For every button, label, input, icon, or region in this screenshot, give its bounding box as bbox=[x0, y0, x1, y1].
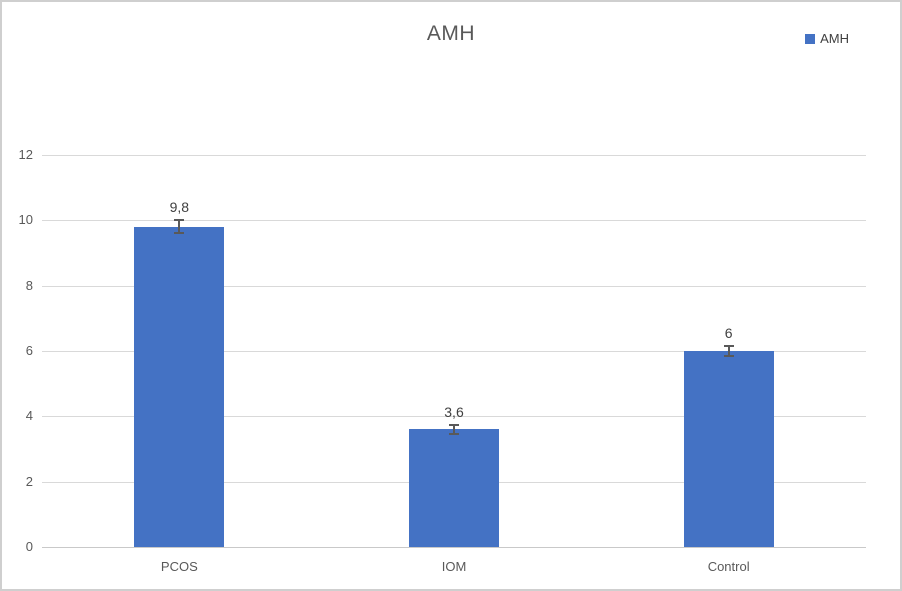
gridline bbox=[42, 155, 866, 156]
bar-value-label: 6 bbox=[724, 325, 733, 342]
y-tick-label: 12 bbox=[18, 147, 33, 162]
bar-iom[interactable] bbox=[409, 429, 499, 547]
y-tick-label: 8 bbox=[25, 277, 33, 293]
bar-control[interactable] bbox=[683, 351, 774, 547]
bar-value-label: 9,8 bbox=[169, 199, 190, 216]
y-tick-label: 10 bbox=[18, 212, 33, 228]
x-category-label: Control bbox=[707, 559, 750, 574]
error-bar-cap-top bbox=[174, 219, 185, 222]
y-tick-label: 4 bbox=[25, 408, 33, 424]
error-bar-cap-top bbox=[449, 423, 459, 426]
error-bar-stem bbox=[453, 424, 455, 435]
legend-label: AMH bbox=[820, 31, 849, 46]
chart-title: AMH bbox=[426, 22, 476, 45]
legend-swatch-icon bbox=[805, 33, 816, 44]
error-bar-cap-bottom bbox=[449, 433, 459, 436]
error-bar-cap-bottom bbox=[174, 232, 185, 235]
error-bar-stem bbox=[727, 346, 730, 356]
error-bar-stem bbox=[178, 220, 181, 234]
gridline bbox=[42, 416, 866, 418]
x-category-label: IOM bbox=[441, 559, 467, 574]
error-bar-cap-top bbox=[723, 345, 734, 348]
gridline bbox=[42, 220, 866, 222]
gridline bbox=[42, 547, 866, 548]
y-tick-label: 6 bbox=[25, 343, 33, 358]
error-bar-cap-bottom bbox=[723, 354, 734, 357]
y-tick-label: 2 bbox=[25, 473, 33, 489]
legend[interactable]: AMH bbox=[805, 31, 849, 46]
bar-pcos[interactable] bbox=[134, 226, 225, 547]
gridline bbox=[42, 351, 866, 352]
y-tick-label: 0 bbox=[25, 539, 33, 554]
bar-value-label: 3,6 bbox=[444, 403, 464, 420]
x-category-label: PCOS bbox=[160, 559, 198, 574]
gridline bbox=[42, 285, 866, 287]
